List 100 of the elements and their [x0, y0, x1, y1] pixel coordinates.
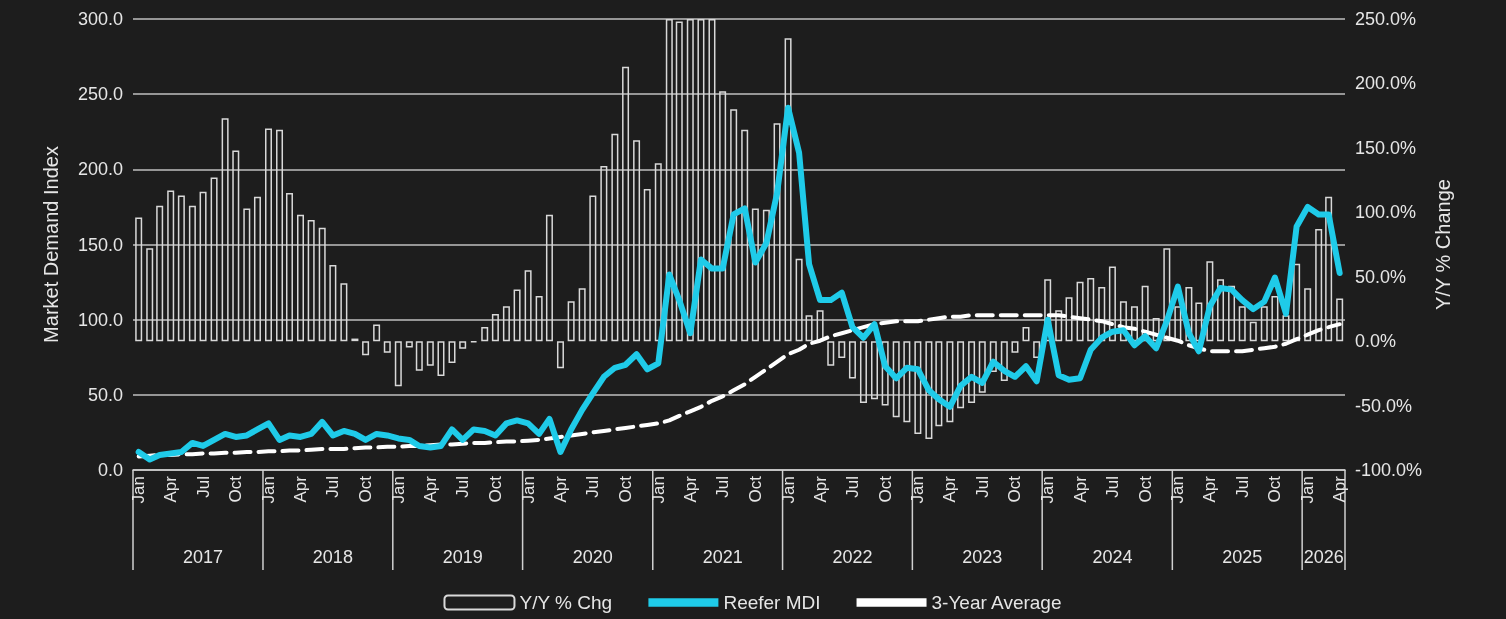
bar — [892, 341, 900, 418]
bar — [848, 341, 856, 379]
x-tick-label: Apr — [550, 475, 570, 503]
x-tick-label: Oct — [1135, 475, 1155, 503]
legend-label: 3-Year Average — [931, 592, 1062, 613]
bar — [1293, 263, 1301, 342]
x-tick-label: Jul — [193, 476, 213, 498]
x-tick-label: Jan — [1168, 476, 1188, 504]
bar — [146, 248, 154, 342]
bar — [188, 205, 196, 342]
bar — [1271, 296, 1279, 342]
y2-tick-label: 150.0% — [1355, 137, 1417, 158]
bar — [1315, 229, 1323, 342]
y-tick-label: 300.0 — [77, 9, 123, 29]
y2-tick-label: 200.0% — [1355, 73, 1417, 94]
bar — [329, 265, 337, 342]
bar — [600, 165, 608, 342]
bar — [1304, 288, 1312, 342]
x-tick-label: Jul — [453, 476, 473, 498]
bar — [276, 129, 284, 342]
x2-tick-label: 2024 — [1092, 547, 1133, 567]
bar — [362, 341, 370, 356]
y2-tick-label: -50.0% — [1355, 395, 1413, 416]
y2-axis-title: Y/Y % Change — [1431, 179, 1454, 310]
bar — [708, 19, 716, 342]
bar — [697, 19, 705, 342]
bar — [643, 189, 651, 342]
bar — [589, 195, 597, 342]
x-tick-label: Jan — [1038, 476, 1058, 504]
x2-tick-label: 2021 — [702, 547, 743, 567]
x-tick-label: Jan — [388, 476, 408, 504]
x2-tick-label: 2017 — [183, 547, 224, 567]
line-series — [136, 313, 1342, 459]
x2-tick-label: 2018 — [312, 547, 353, 567]
bar — [167, 190, 175, 342]
bar — [243, 208, 251, 342]
bar — [1249, 321, 1257, 342]
bar — [545, 214, 553, 342]
x-tick-label: Jan — [908, 476, 928, 504]
bar — [524, 270, 532, 342]
bar — [675, 21, 683, 342]
x-tick-label: Jul — [1232, 476, 1252, 498]
x-tick-label: Jan — [518, 476, 538, 504]
y2-tick-label: 50.0% — [1355, 266, 1407, 287]
bar — [805, 315, 813, 342]
bar — [957, 341, 965, 409]
bar — [1033, 341, 1041, 358]
x2-tick-label: 2020 — [572, 547, 613, 567]
x-tick-label: Oct — [485, 475, 505, 503]
bar — [1108, 266, 1116, 342]
y-tick-label: 0.0 — [97, 460, 123, 480]
y-axis-title: Market Demand Index — [40, 146, 62, 343]
bar — [1022, 326, 1030, 342]
bar — [1098, 287, 1106, 342]
bar — [686, 19, 694, 342]
legend-label: Y/Y % Chg — [519, 592, 613, 613]
bar — [719, 91, 727, 342]
x-tick-label: Apr — [1070, 475, 1090, 503]
bar — [232, 150, 240, 342]
bar — [611, 133, 619, 342]
bar — [578, 288, 586, 342]
bar — [1000, 341, 1008, 382]
bar — [903, 341, 911, 423]
x-tick-label: Jul — [972, 476, 992, 498]
bar — [448, 341, 456, 364]
x-tick-label: Oct — [616, 475, 636, 503]
bar — [1336, 298, 1344, 342]
x-tick-label: Oct — [745, 475, 765, 503]
bar — [914, 341, 922, 434]
x-tick-label: Jul — [842, 476, 862, 498]
bar — [978, 341, 986, 393]
x-tick-label: Apr — [810, 475, 830, 503]
y-tick-label: 200.0 — [77, 159, 123, 180]
x-tick-label: Oct — [1005, 475, 1025, 503]
bar — [741, 129, 749, 342]
bar — [265, 128, 272, 342]
bar — [307, 220, 315, 342]
bar — [1130, 306, 1138, 342]
bar — [177, 195, 185, 342]
x-tick-label: Oct — [356, 475, 376, 503]
bar — [340, 283, 348, 342]
bar — [383, 341, 391, 353]
x-tick-label: Jan — [259, 476, 278, 504]
x-tick-label: Oct — [875, 475, 895, 503]
x2-tick-label: 2022 — [832, 547, 873, 567]
x-tick-label: Apr — [1200, 475, 1220, 503]
bar — [1260, 306, 1268, 342]
bar — [297, 214, 304, 342]
x-tick-label: Apr — [940, 475, 960, 503]
bar — [1076, 281, 1084, 342]
bar — [535, 296, 543, 342]
x-tick-label: Jan — [648, 476, 668, 504]
x-tick-label: Jan — [778, 476, 798, 504]
x-tick-label: Jan — [129, 476, 149, 504]
bar — [1282, 315, 1290, 342]
y2-tick-label: 0.0% — [1355, 331, 1397, 352]
bar — [1238, 306, 1246, 342]
bar — [1217, 279, 1225, 342]
bar — [491, 314, 499, 342]
bar — [925, 341, 933, 440]
